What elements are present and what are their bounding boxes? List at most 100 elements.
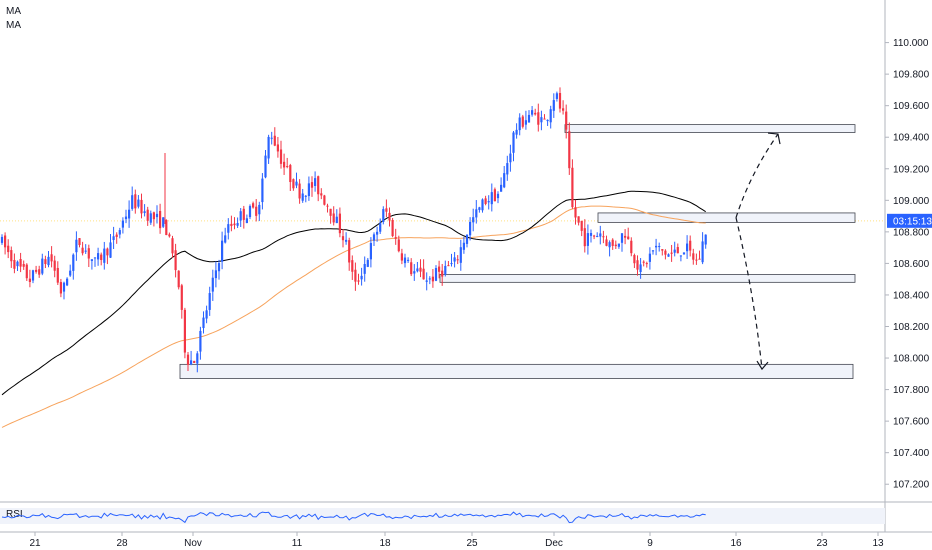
candle-body	[171, 238, 174, 254]
candle-body	[679, 255, 682, 257]
price-tick-label: 109.600	[893, 101, 930, 112]
candle-body	[577, 216, 580, 223]
candle-body	[286, 166, 289, 168]
candle-body	[230, 223, 233, 226]
candle-body	[642, 261, 645, 263]
candle-body	[518, 117, 521, 131]
candle-body	[214, 270, 217, 279]
candle-body	[388, 212, 391, 221]
candle-body	[484, 198, 487, 204]
candle-body	[174, 250, 177, 271]
candle-body	[162, 217, 165, 227]
candle-body	[131, 195, 134, 209]
candle-body	[475, 209, 478, 218]
candle-body	[56, 267, 59, 283]
candle-body	[459, 247, 462, 263]
zone-rect	[564, 124, 856, 133]
candle-body	[410, 262, 413, 275]
candle-body	[512, 132, 515, 153]
candle-body	[490, 192, 493, 205]
time-tick-label: Dec	[545, 538, 563, 549]
candle-body	[639, 264, 642, 272]
time-tick-label: 28	[116, 538, 128, 549]
candle-body	[168, 234, 171, 237]
zone-rect	[439, 274, 856, 283]
time-tick-label: 11	[292, 538, 303, 549]
candle-body	[323, 195, 326, 205]
candle-body	[633, 255, 636, 264]
candle-body	[279, 149, 283, 164]
price-axis[interactable]: 110.000 109.800 109.600 109.400 109.200 109.0…	[884, 0, 932, 532]
candle-body	[87, 248, 90, 259]
rsi-pane[interactable]: RSI	[0, 501, 932, 524]
support-resistance-zones	[179, 124, 856, 379]
candle-body	[298, 183, 301, 199]
candle-body	[233, 223, 236, 226]
candle-body	[205, 310, 208, 319]
candle-body	[341, 236, 345, 241]
projection-arrows	[735, 132, 781, 371]
candle-body	[605, 239, 608, 246]
candle-body	[434, 268, 438, 281]
candle-body	[72, 254, 75, 271]
candle-body	[524, 120, 527, 125]
ma-label-1[interactable]: MA	[6, 6, 21, 17]
candle-body	[155, 213, 159, 218]
candle-body	[47, 256, 50, 266]
candle-body	[624, 235, 627, 238]
candle-body	[19, 259, 22, 267]
candle-body	[596, 235, 599, 238]
candle-body	[128, 209, 131, 219]
candle-body	[159, 210, 162, 229]
candle-body	[137, 199, 140, 207]
candle-body	[208, 293, 211, 310]
time-tick-label: 21	[29, 538, 41, 549]
candle-body	[217, 263, 221, 272]
candlestick-series	[0, 87, 707, 373]
candle-body	[472, 217, 475, 223]
candle-body	[686, 243, 689, 252]
time-axis[interactable]: 21 28 Nov 11 18 25 Dec 9 16 23 13	[0, 531, 932, 549]
time-tick-label: 9	[647, 538, 653, 549]
candle-body	[493, 189, 496, 202]
candle-body	[31, 270, 35, 281]
candle-body	[106, 248, 109, 256]
candle-body	[366, 259, 369, 267]
candle-body	[651, 250, 655, 252]
candle-body	[146, 209, 149, 221]
price-tick-label: 107.400	[893, 448, 930, 459]
candle-body	[496, 193, 500, 199]
countdown-label: 03:15:13	[893, 216, 932, 227]
price-tick-label: 108.400	[893, 290, 930, 301]
candle-body	[487, 201, 490, 203]
candle-body	[521, 116, 524, 127]
candle-body	[193, 360, 196, 364]
candle-body	[307, 183, 310, 197]
candle-body	[109, 242, 112, 258]
candle-body	[100, 254, 103, 261]
ma-label-2[interactable]: MA	[6, 20, 21, 31]
candle-body	[385, 208, 388, 212]
countdown-tag	[887, 213, 932, 228]
candle-body	[372, 234, 376, 241]
candle-body	[0, 236, 4, 243]
candle-body	[276, 144, 279, 152]
candle-body	[177, 270, 180, 288]
candle-body	[28, 278, 31, 282]
candle-body	[221, 240, 224, 262]
candle-body	[428, 278, 431, 280]
candle-body	[667, 254, 670, 257]
candle-body	[320, 193, 323, 196]
candle-body	[84, 250, 87, 252]
projection-up-path	[735, 133, 779, 218]
candle-body	[224, 235, 227, 243]
candle-body	[462, 242, 465, 250]
price-tick-label: 108.600	[893, 259, 930, 270]
price-tick-label: 109.400	[893, 133, 930, 144]
candle-body	[118, 230, 121, 235]
price-tick-label: 108.200	[893, 322, 930, 333]
candle-body	[90, 259, 93, 261]
candle-body	[565, 111, 568, 130]
candle-body	[701, 241, 704, 263]
